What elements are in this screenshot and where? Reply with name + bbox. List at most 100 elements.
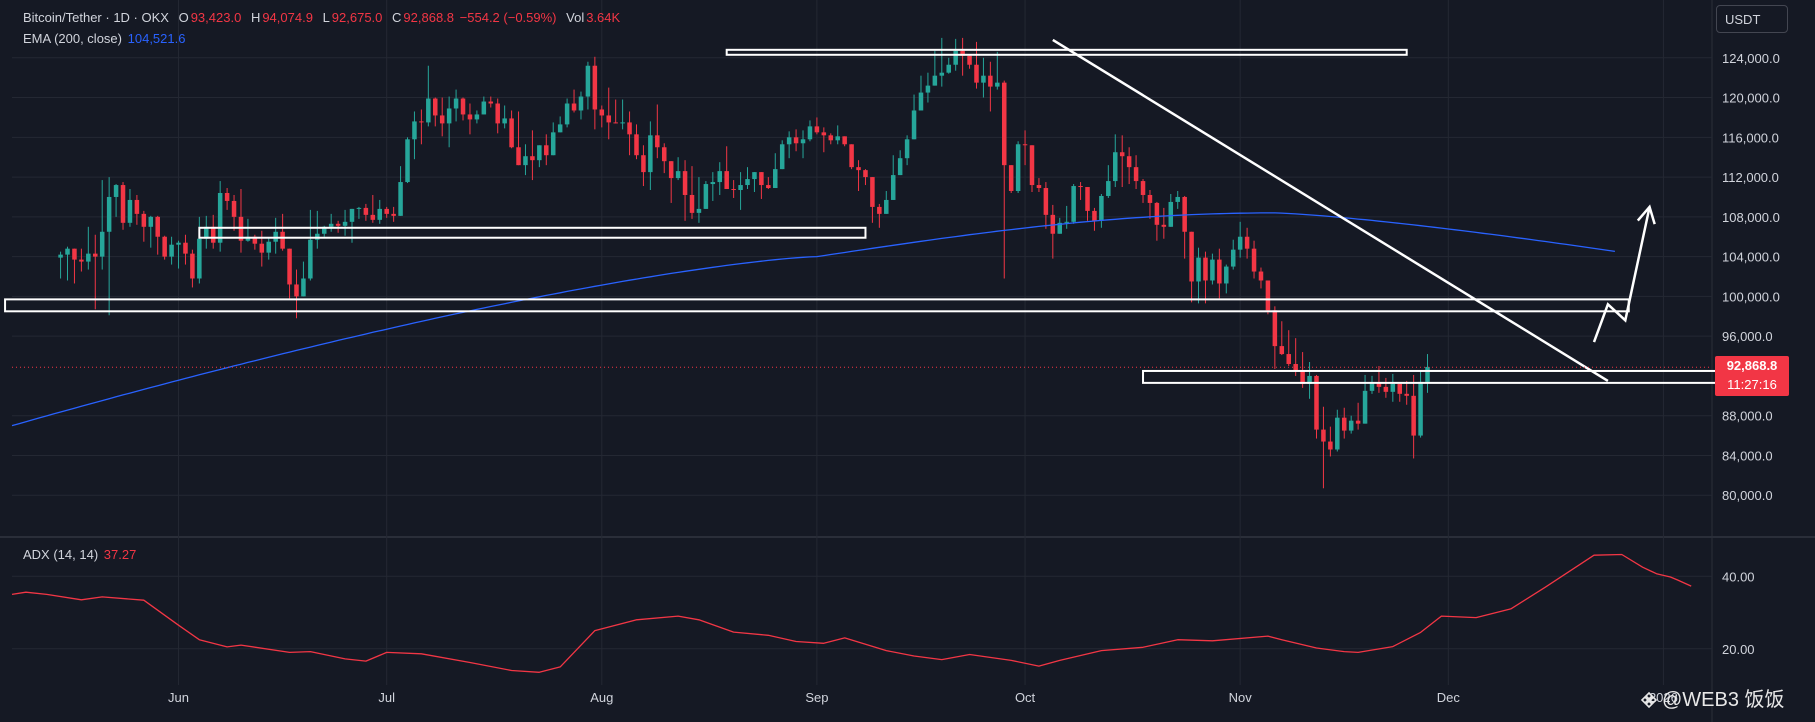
candle-body — [426, 98, 431, 123]
candle-body — [897, 158, 903, 176]
candle-body — [523, 156, 528, 166]
projection-arrow — [1592, 206, 1651, 343]
candle-body — [1140, 181, 1146, 195]
candle-body — [120, 185, 126, 223]
candle-body — [1029, 145, 1035, 186]
candle-body — [190, 253, 195, 279]
candle-body — [925, 85, 931, 93]
candle-body — [356, 207, 362, 209]
annotations[interactable] — [4, 38, 1727, 384]
x-tick-label: Jun — [168, 690, 189, 705]
candle-body — [877, 206, 882, 214]
candle-body — [967, 55, 972, 65]
candle-body — [863, 170, 868, 178]
candle-body — [786, 137, 792, 145]
y-tick-label: 108,000.0 — [1722, 210, 1780, 225]
y-tick-label: 84,000.0 — [1722, 448, 1773, 463]
candle-body — [974, 64, 979, 83]
ema-legend[interactable]: EMA (200, close) 104,521.6 — [23, 31, 187, 46]
candle-body — [1147, 194, 1153, 203]
candle-body — [433, 98, 438, 116]
candle-body — [703, 184, 709, 209]
currency-button[interactable]: USDT — [1716, 5, 1788, 33]
candle-body — [453, 98, 459, 109]
candle-body — [99, 231, 105, 257]
candle-body — [995, 82, 1000, 87]
ema-label: EMA (200, close) — [23, 31, 122, 46]
candle-body — [1272, 310, 1278, 347]
candle-body — [183, 242, 188, 254]
candle-body — [1036, 185, 1042, 189]
last-price: 92,868.8 — [1726, 357, 1778, 373]
candle-body — [419, 121, 424, 123]
candle-body — [1404, 393, 1409, 396]
candle-body — [800, 139, 806, 144]
y-tick-label: 80,000.0 — [1722, 488, 1773, 503]
candle-body — [1050, 214, 1056, 234]
candle-body — [648, 135, 653, 173]
candle-body — [1369, 382, 1375, 391]
candle-body — [1383, 386, 1389, 392]
candle-body — [176, 242, 181, 245]
high-key: H — [250, 10, 261, 25]
candle-body — [599, 109, 605, 116]
volume-value: 3.64K — [586, 10, 621, 25]
candle-body — [384, 208, 389, 214]
watermark: @WEB3 饭饭 — [1640, 683, 1785, 712]
candle-body — [106, 196, 112, 232]
candle-body — [363, 207, 369, 215]
candle-body — [398, 182, 403, 216]
candle-body — [1314, 375, 1319, 430]
candle-body — [807, 126, 813, 140]
candle-body — [405, 139, 410, 183]
y-tick-label: 104,000.0 — [1722, 250, 1780, 265]
candle-body — [1376, 382, 1382, 387]
candle-body — [1210, 259, 1215, 281]
change-value: −554.2 (−0.59%) — [459, 10, 557, 25]
bar-countdown: 11:27:16 — [1727, 376, 1777, 392]
candle-body — [1230, 249, 1236, 267]
candle-body — [86, 253, 91, 262]
candle-body — [1126, 156, 1132, 168]
candle-body — [1244, 236, 1250, 249]
candle-body — [169, 244, 174, 257]
candle-body — [738, 185, 743, 191]
candle-body — [217, 192, 223, 243]
ema-200-line — [11, 212, 1615, 427]
candle-body — [911, 110, 917, 140]
x-tick-label: Oct — [1015, 690, 1036, 705]
candle-body — [849, 144, 854, 168]
candle-body — [412, 121, 417, 140]
candle-body — [1203, 257, 1208, 281]
candle-body — [502, 118, 507, 124]
candle-body — [58, 254, 63, 258]
candle-body — [328, 223, 334, 227]
candle-body — [134, 199, 140, 214]
ema-value: 104,521.6 — [127, 31, 186, 46]
candle-body — [661, 147, 667, 162]
x-tick-label: Dec — [1437, 690, 1461, 705]
candle-body — [294, 284, 299, 297]
candle-body — [988, 75, 993, 87]
candle-body — [1133, 167, 1139, 182]
adx-legend[interactable]: ADX (14, 14) 37.27 — [23, 547, 138, 562]
y-tick-label: 88,000.0 — [1722, 409, 1773, 424]
candle-body — [675, 171, 681, 179]
candle-body — [1092, 210, 1097, 221]
candle-body — [1265, 280, 1271, 311]
ohlc-legend: Bitcoin/Tether · 1D · OKX O 93,423.0 H 94,… — [23, 10, 622, 25]
candle-body — [689, 194, 695, 213]
candle-body — [904, 139, 910, 159]
candle-body — [210, 226, 216, 243]
candle-body — [620, 122, 625, 124]
candle-body — [1071, 186, 1076, 222]
symbol-title[interactable]: Bitcoin/Tether · 1D · OKX — [23, 10, 169, 25]
candle-body — [1064, 221, 1069, 223]
candle-body — [1154, 202, 1160, 225]
candle-body — [259, 243, 265, 253]
candle-body — [509, 118, 514, 148]
candle-body — [918, 92, 924, 111]
close-value: 92,868.8 — [403, 10, 455, 25]
candle-body — [93, 253, 98, 257]
